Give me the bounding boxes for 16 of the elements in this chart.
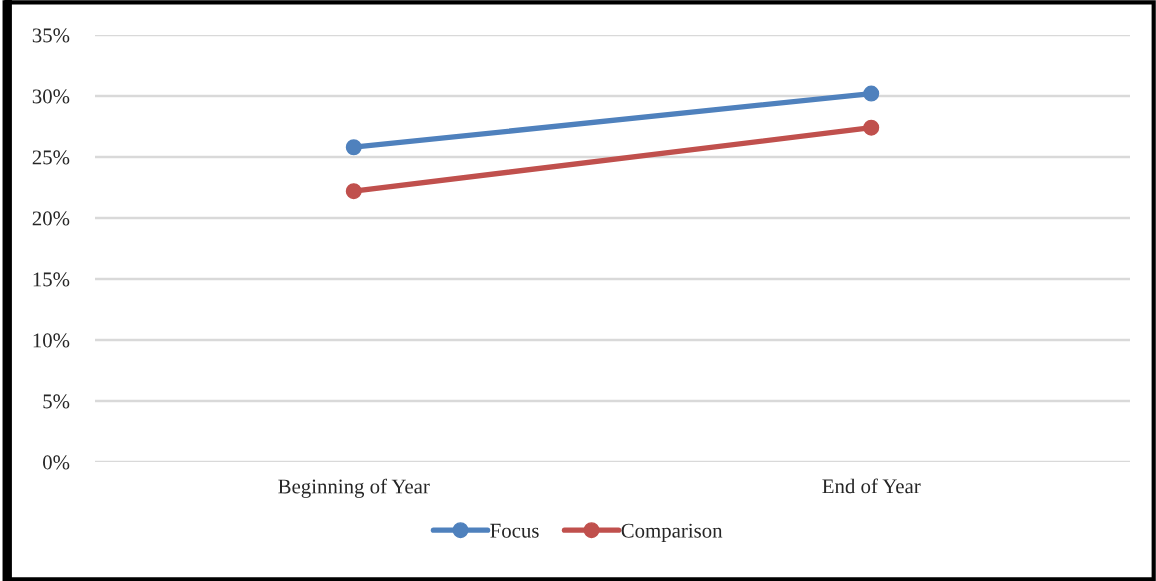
point xyxy=(863,85,880,102)
y-tick-label: 0% xyxy=(43,455,70,470)
y-tick-label: 10% xyxy=(33,333,70,348)
y-tick-label: 5% xyxy=(43,394,70,409)
legend-label: Focus xyxy=(490,523,539,538)
y-tick-label: 30% xyxy=(32,89,70,104)
y-tick-label: 35% xyxy=(32,28,70,43)
y-tick-label: 20% xyxy=(32,211,70,226)
point xyxy=(345,183,362,200)
point xyxy=(863,119,880,136)
y-tick-label: 15% xyxy=(33,272,70,287)
y-tick-label: 25% xyxy=(32,150,70,165)
x-tick-label: End of Year xyxy=(822,478,921,494)
legend-label: Comparison xyxy=(621,523,723,542)
point xyxy=(345,139,362,156)
x-tick-label: Beginning of Year xyxy=(278,478,430,498)
